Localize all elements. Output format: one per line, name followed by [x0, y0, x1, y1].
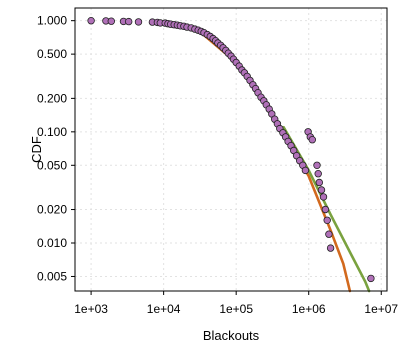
- plot-frame: [74, 7, 388, 292]
- y-tick-label: 0.500: [37, 47, 67, 61]
- data-point: [124, 17, 133, 26]
- x-axis-ticks: 1e+03 1e+04 1e+05 1e+06 1e+07: [74, 291, 398, 316]
- x-axis-label: Blackouts: [203, 328, 260, 343]
- data-point: [313, 161, 321, 169]
- y-tick-label: 0.005: [37, 269, 67, 283]
- y-tick-label: 0.050: [37, 158, 67, 172]
- data-point: [107, 17, 115, 25]
- y-tick-label: 1.000: [37, 14, 67, 28]
- x-tick-label: 1e+07: [364, 302, 398, 316]
- data-points: [87, 17, 375, 283]
- data-point: [314, 169, 322, 178]
- data-point: [321, 205, 330, 214]
- data-point: [317, 186, 326, 194]
- data-point: [315, 178, 323, 187]
- x-tick-label: 1e+04: [147, 302, 181, 316]
- y-tick-label: 0.200: [37, 91, 67, 105]
- grid: [75, 8, 387, 291]
- data-point: [134, 18, 143, 26]
- data-point: [87, 17, 95, 25]
- data-point: [325, 230, 333, 238]
- data-point: [301, 166, 310, 175]
- y-axis-ticks: 1.000 0.500 0.200 0.100 0.050 0.020 0.010 0.005: [37, 14, 75, 283]
- x-tick-label: 1e+03: [74, 302, 108, 316]
- y-tick-label: 0.010: [37, 236, 67, 250]
- data-point: [367, 274, 375, 283]
- data-point: [319, 193, 328, 201]
- x-tick-label: 1e+06: [292, 302, 326, 316]
- data-point: [326, 244, 335, 252]
- y-axis-label: CDF: [29, 136, 44, 163]
- x-tick-label: 1e+05: [219, 302, 253, 316]
- y-tick-label: 0.100: [37, 125, 67, 139]
- y-tick-label: 0.020: [37, 203, 67, 217]
- data-point: [323, 216, 331, 224]
- data-point: [308, 135, 316, 144]
